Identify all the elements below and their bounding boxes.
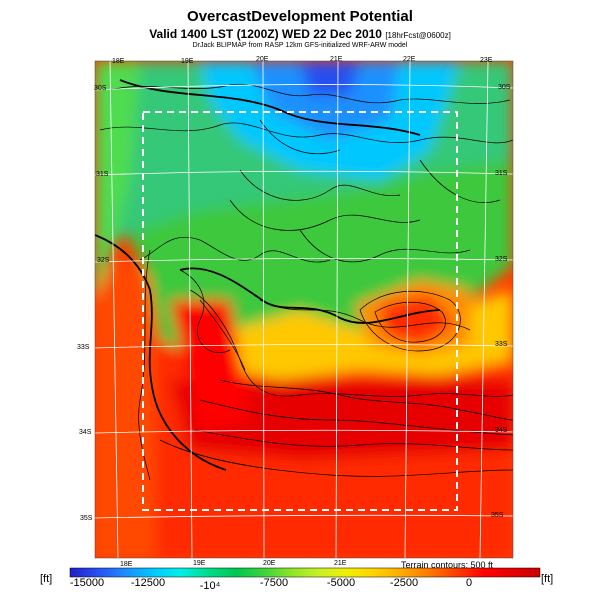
map-title: OvercastDevelopment Potential — [187, 8, 413, 25]
colorbar-unit-right: [ft] — [541, 573, 554, 585]
graticule — [95, 61, 513, 558]
forecast-field — [95, 61, 513, 558]
terrain-contour-note: Terrain contours: 500 ft — [401, 560, 494, 570]
colorbar-label: -2500 — [389, 577, 419, 589]
top-lon-label: 22E — [403, 56, 416, 63]
colorbar-unit-left: [ft] — [40, 573, 53, 585]
top-lon-label: 21E — [330, 56, 343, 63]
colorbar-label: -5000 — [326, 577, 356, 589]
right-lat-label: 33S — [495, 341, 508, 348]
bottom-lon-label: 20E — [263, 560, 276, 567]
valid-time: Valid 1400 LST (1200Z) WED 22 Dec 2010 — [149, 27, 382, 41]
colorbar-label: -15000 — [69, 577, 105, 589]
colorbar-label: 0 — [465, 577, 473, 589]
left-lat-label: 32S — [97, 257, 110, 264]
terrain-contours — [99, 83, 513, 481]
left-lat-label: 33S — [77, 344, 90, 351]
model-credit: DrJack BLIPMAP from RASP 12km GFS-initia… — [192, 42, 408, 49]
bottom-lon-label: 18E — [120, 561, 133, 568]
valid-time-line: Valid 1400 LST (1200Z) WED 22 Dec 2010 [… — [0, 27, 600, 41]
top-lon-label: 23E — [480, 57, 493, 64]
inner-domain-boundary — [142, 111, 458, 511]
coastline — [95, 79, 441, 471]
bottom-lon-label: 19E — [193, 560, 206, 567]
right-lat-label: 34S — [495, 427, 508, 434]
colorbar-label: -10⁴ — [199, 580, 221, 592]
right-lat-label: 32S — [495, 256, 508, 263]
colorbar — [69, 567, 541, 578]
right-lat-label: 35S — [491, 512, 504, 519]
top-lon-label: 19E — [181, 58, 194, 65]
colorbar-label: -12500 — [130, 577, 166, 589]
left-lat-label: 31S — [96, 171, 109, 178]
bottom-lon-label: 21E — [334, 560, 347, 567]
left-lat-label: 35S — [80, 515, 93, 522]
left-lat-label: 30S — [94, 85, 107, 92]
top-lon-label: 20E — [256, 56, 269, 63]
colorbar-label: -7500 — [259, 577, 289, 589]
top-lon-label: 18E — [112, 58, 125, 65]
right-lat-label: 31S — [495, 170, 508, 177]
left-lat-label: 34S — [79, 429, 92, 436]
right-lat-label: 30S — [498, 84, 511, 91]
forecast-tag: [18hrFcst@0600z] — [385, 31, 451, 40]
